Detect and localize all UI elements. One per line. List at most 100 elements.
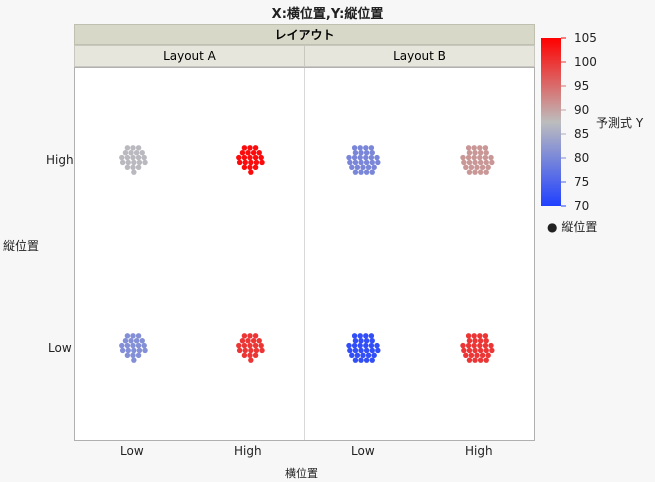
data-point: [471, 154, 477, 161]
data-point: [131, 159, 137, 166]
data-point: [477, 333, 483, 339]
data-point: [346, 154, 352, 161]
data-point: [139, 337, 145, 344]
data-point: [477, 149, 484, 156]
data-point: [250, 149, 257, 156]
data-point: [242, 347, 248, 354]
x-tick-a-high: High: [234, 444, 262, 458]
data-point: [360, 164, 366, 171]
data-point: [375, 347, 381, 354]
data-point: [131, 347, 137, 354]
data-point: [461, 347, 467, 354]
data-point: [252, 164, 259, 171]
data-point: [363, 169, 370, 175]
data-point: [357, 145, 363, 151]
data-point: [489, 347, 495, 354]
color-tick-label: 100: [574, 55, 597, 69]
data-point: [471, 333, 477, 339]
data-point: [241, 352, 248, 359]
data-point: [466, 347, 473, 354]
data-point: [124, 342, 131, 349]
data-point: [131, 357, 137, 363]
y-axis-label: 縦位置: [3, 239, 40, 253]
data-point: [241, 145, 248, 151]
data-point: [119, 159, 126, 166]
x-tick-b-high: High: [465, 444, 493, 458]
data-point: [352, 159, 359, 166]
data-point: [352, 337, 359, 344]
data-point: [363, 347, 370, 354]
data-point: [466, 169, 473, 175]
data-point: [360, 352, 366, 359]
color-tick-label: 75: [574, 175, 589, 189]
data-point: [375, 159, 381, 166]
data-point: [466, 337, 473, 344]
data-point: [130, 333, 136, 339]
color-tick-label: 85: [574, 127, 589, 141]
data-point: [466, 357, 473, 363]
data-point: [483, 337, 489, 344]
data-point: [130, 342, 136, 349]
data-point: [374, 342, 380, 349]
data-point: [369, 149, 375, 156]
data-point: [465, 342, 472, 349]
data-point: [363, 333, 369, 339]
group-label-a: Layout A: [74, 45, 305, 67]
data-point: [477, 169, 484, 175]
data-point: [247, 342, 253, 349]
data-point: [142, 159, 148, 166]
data-point: [354, 352, 361, 359]
data-point: [258, 342, 264, 349]
data-point: [479, 164, 486, 171]
data-point: [241, 333, 248, 339]
data-point: [472, 347, 478, 354]
data-point: [472, 357, 478, 363]
data-point: [374, 154, 380, 161]
data-point: [139, 149, 145, 156]
data-point: [368, 154, 375, 161]
data-point: [358, 159, 364, 166]
data-point: [468, 352, 475, 359]
data-point: [128, 337, 134, 344]
data-point: [474, 164, 480, 171]
data-point: [363, 337, 370, 344]
group-label-b: Layout B: [304, 45, 535, 67]
data-point: [485, 164, 491, 171]
data-point: [363, 342, 369, 349]
data-point: [472, 159, 478, 166]
data-point: [125, 159, 131, 166]
data-point: [369, 169, 375, 175]
data-point: [482, 342, 489, 349]
data-point: [124, 333, 131, 339]
data-point: [465, 154, 472, 161]
data-point: [239, 149, 246, 156]
data-point: [259, 159, 265, 166]
data-point: [479, 352, 486, 359]
data-point: [247, 154, 253, 161]
color-tick-label: 70: [574, 199, 589, 213]
data-point: [135, 333, 142, 339]
color-tick-label: 90: [574, 103, 589, 117]
color-scale-bar: [541, 38, 561, 206]
data-point: [124, 154, 131, 161]
data-point: [245, 337, 251, 344]
data-point: [477, 154, 483, 161]
data-point: [358, 169, 364, 175]
data-point: [365, 164, 372, 171]
data-point: [368, 145, 375, 151]
data-point: [368, 342, 375, 349]
data-point: [256, 149, 262, 156]
data-point: [483, 357, 489, 363]
data-point: [466, 159, 473, 166]
data-point: [465, 333, 472, 339]
data-point: [253, 347, 260, 354]
data-point: [248, 159, 254, 166]
data-point: [482, 333, 489, 339]
data-point: [472, 169, 478, 175]
data-point: [142, 347, 148, 354]
data-point: [250, 337, 257, 344]
data-point: [365, 352, 372, 359]
data-point: [253, 159, 260, 166]
data-point: [351, 154, 358, 161]
